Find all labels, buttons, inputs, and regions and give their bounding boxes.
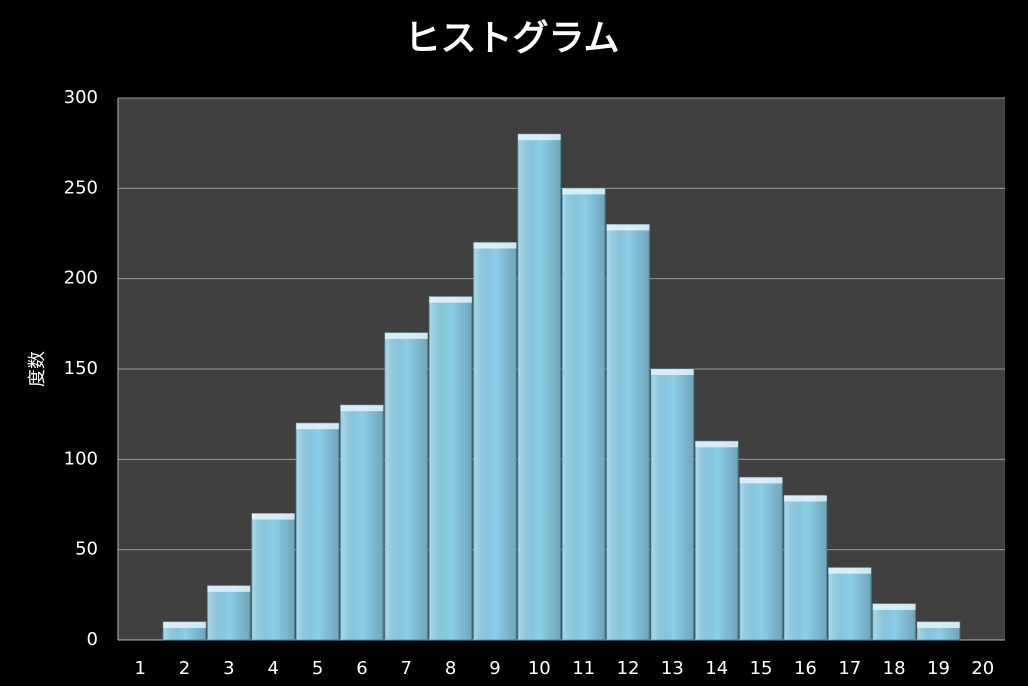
bar-shade xyxy=(695,441,739,640)
bar-shade xyxy=(429,296,472,640)
bar-bevel xyxy=(872,603,916,610)
bar-shade xyxy=(473,242,517,641)
x-tick-label: 19 xyxy=(927,658,950,679)
bar-bevel xyxy=(429,296,472,303)
bar-bevel xyxy=(562,188,605,195)
chart-title: ヒストグラム xyxy=(405,18,620,59)
bar-shade xyxy=(739,477,783,640)
x-tick-label: 9 xyxy=(489,658,500,679)
bar-shade xyxy=(828,567,872,640)
x-tick-label: 5 xyxy=(312,658,323,679)
bar-bevel xyxy=(651,369,694,375)
bar-bevel xyxy=(384,332,428,339)
bar-shade xyxy=(606,224,650,640)
bar-shade xyxy=(562,188,605,641)
y-tick-label: 150 xyxy=(64,358,98,379)
x-tick-label: 14 xyxy=(705,658,728,679)
x-tick-label: 20 xyxy=(971,658,994,679)
x-tick-label: 12 xyxy=(617,658,640,679)
x-tick-label: 13 xyxy=(661,658,684,679)
x-tick-label: 17 xyxy=(838,658,861,679)
bar-shade xyxy=(207,585,251,640)
bar-shade xyxy=(872,603,916,640)
bar-bevel xyxy=(695,441,739,448)
x-tick-label: 1 xyxy=(134,658,145,679)
x-tick-label: 6 xyxy=(356,658,367,679)
bar-bevel xyxy=(473,242,517,249)
bar-shade xyxy=(784,495,827,640)
x-tick-label: 4 xyxy=(267,658,278,679)
bar-shade xyxy=(384,332,428,640)
x-tick-label: 15 xyxy=(750,658,773,679)
bar-shade xyxy=(518,134,561,640)
bar-shade xyxy=(651,369,694,640)
bar-shade xyxy=(251,513,295,640)
y-tick-label: 300 xyxy=(64,87,98,108)
bar-bevel xyxy=(739,477,783,484)
bar-bevel xyxy=(163,621,206,628)
bar-bevel xyxy=(340,405,384,412)
y-tick-label: 200 xyxy=(64,268,98,289)
x-tick-label: 16 xyxy=(794,658,817,679)
bar-shade xyxy=(340,405,384,640)
bar-bevel xyxy=(251,513,295,520)
bar-shade xyxy=(296,423,339,640)
bar-bevel xyxy=(917,621,960,628)
x-tick-label: 7 xyxy=(401,658,412,679)
bar-bevel xyxy=(784,495,827,502)
y-tick-label: 100 xyxy=(64,448,98,469)
x-tick-label: 18 xyxy=(883,658,906,679)
bar-bevel xyxy=(518,134,561,141)
x-tick-label: 8 xyxy=(445,658,456,679)
bar-bevel xyxy=(828,567,872,574)
bar-bevel xyxy=(296,423,339,430)
y-axis-label: 度数 xyxy=(27,351,48,387)
x-tick-label: 2 xyxy=(179,658,190,679)
y-tick-label: 250 xyxy=(64,177,98,198)
bar-bevel xyxy=(207,585,251,592)
x-tick-label: 3 xyxy=(223,658,234,679)
x-tick-label: 11 xyxy=(572,658,595,679)
x-tick-label: 10 xyxy=(528,658,551,679)
y-tick-label: 0 xyxy=(87,629,98,650)
bar-bevel xyxy=(606,224,650,231)
y-tick-label: 50 xyxy=(75,539,98,560)
